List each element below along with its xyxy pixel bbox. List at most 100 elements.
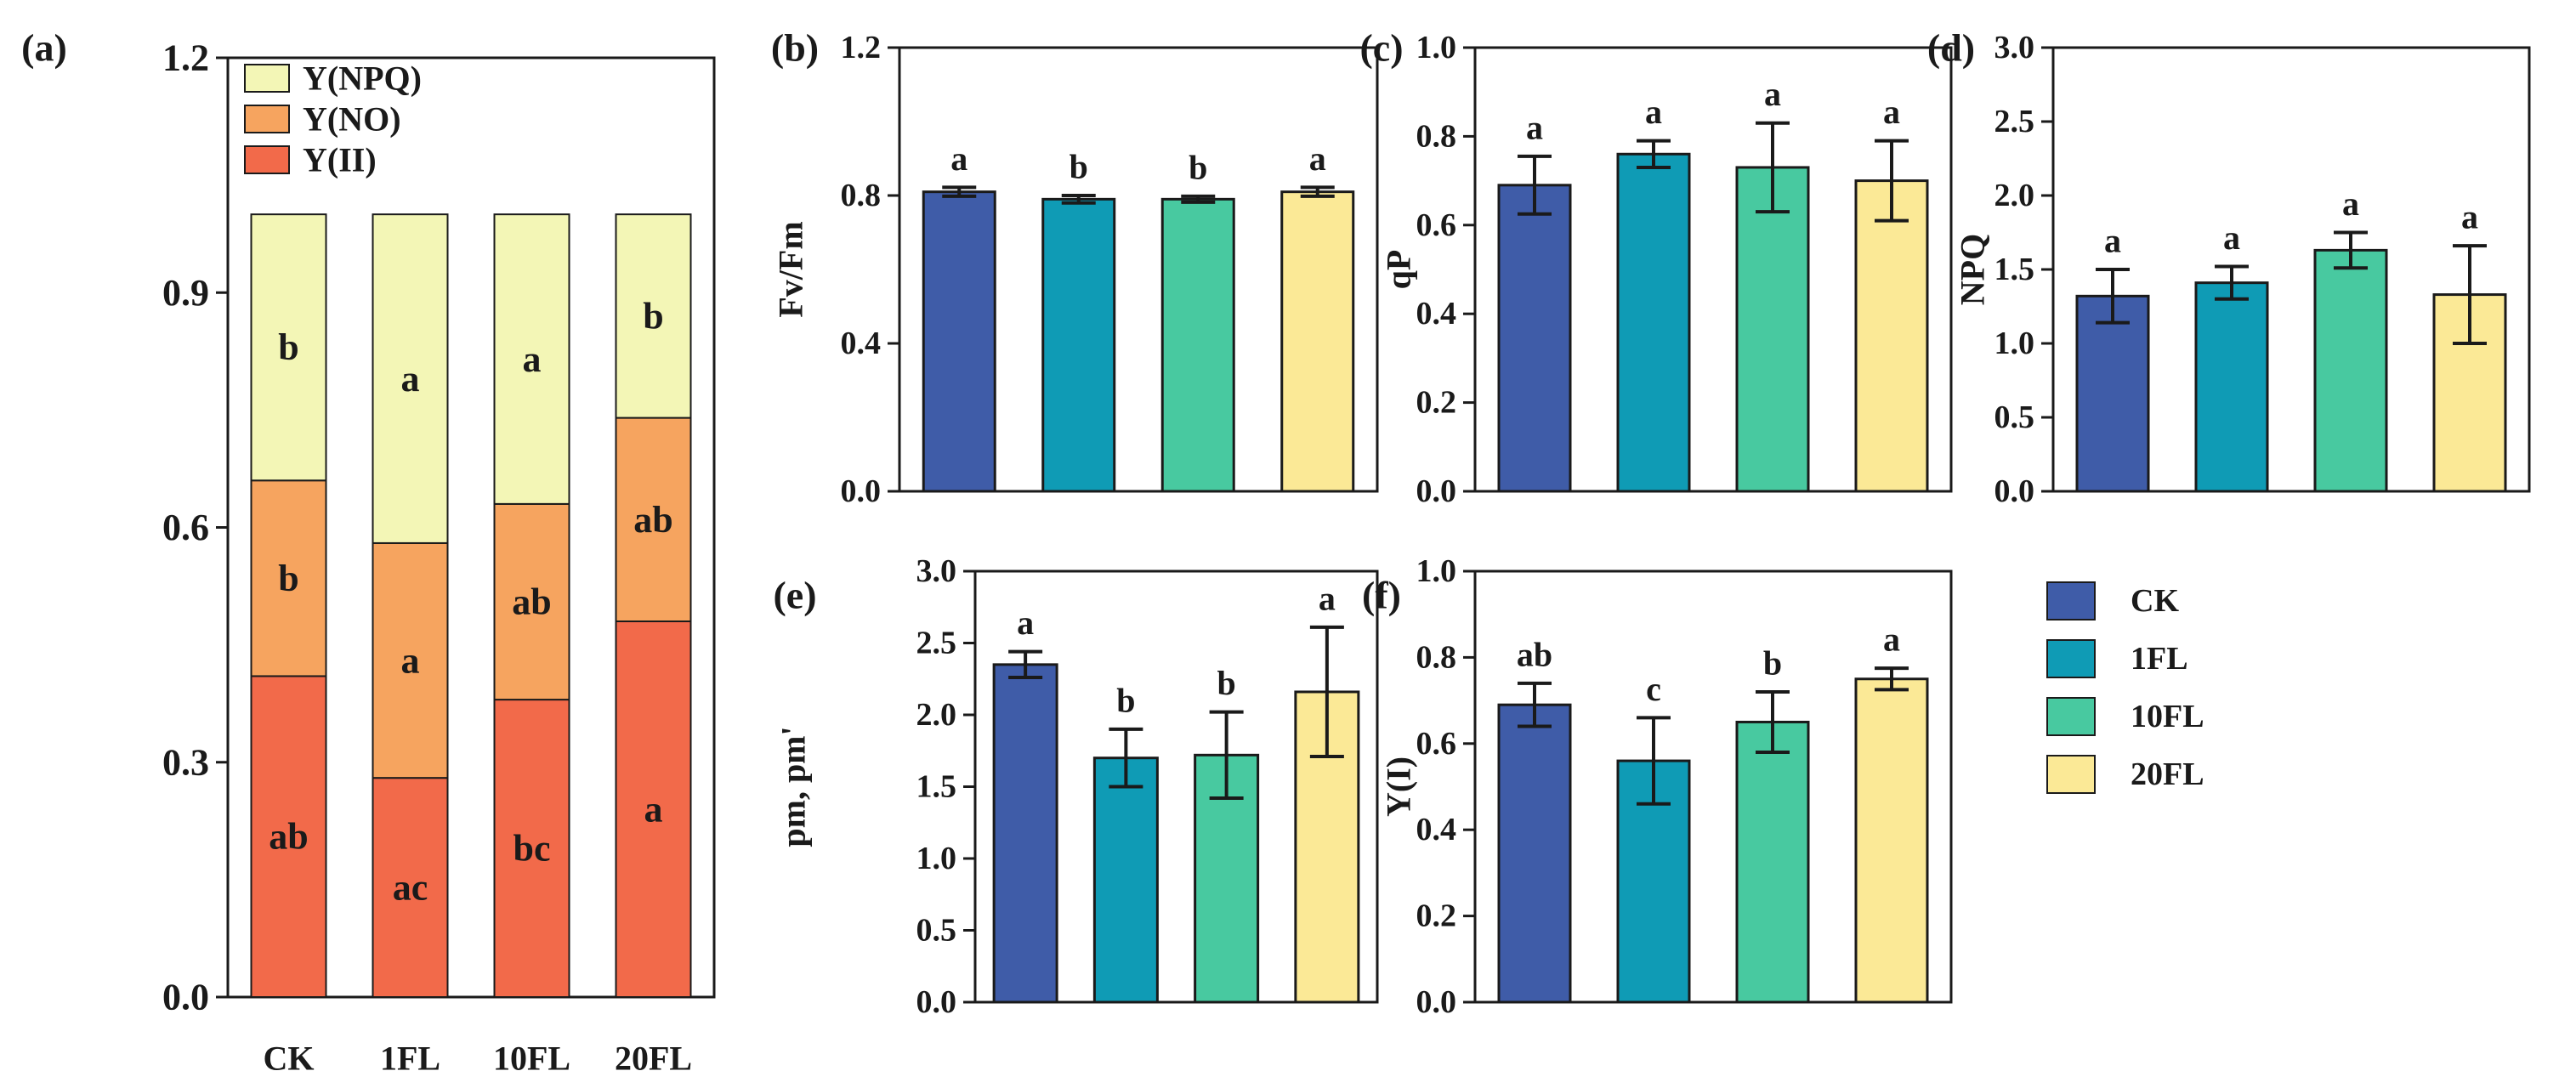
y-tick-label: 0.9 xyxy=(162,272,209,314)
y-axis-label: NPQ xyxy=(1954,234,1992,305)
y-tick-label: 2.0 xyxy=(916,697,957,733)
stacked-bar-segment xyxy=(250,479,327,677)
y-tick-label: 3.0 xyxy=(916,553,957,589)
bar-10FL xyxy=(1735,166,1810,493)
bar-1FL xyxy=(1041,197,1116,493)
y-tick-label: 1.0 xyxy=(1994,326,2035,361)
bar-1FL xyxy=(2194,281,2269,493)
y-tick-label: 0.6 xyxy=(1416,726,1457,762)
y-tick-label: 0.6 xyxy=(162,507,209,548)
x-tick-label: CK xyxy=(264,1040,315,1078)
panel-f: 0.0 0.2 0.4 0.6 0.8 1.0 (f) Y(I) ab c b a xyxy=(1362,553,1953,1020)
stacked-bar-segment xyxy=(615,416,692,623)
significance-letter: ab xyxy=(1517,635,1552,673)
significance-letter: a xyxy=(1883,93,1900,131)
bar-1FL xyxy=(1616,152,1691,493)
panel-label: (b) xyxy=(771,26,819,70)
y-tick-label: 1.0 xyxy=(916,841,957,876)
significance-letter: a xyxy=(401,640,420,682)
significance-letter: a xyxy=(644,789,663,830)
significance-letter: c xyxy=(1646,670,1661,708)
y-tick-label: 0.8 xyxy=(1416,639,1457,675)
y-tick-label: 0.0 xyxy=(162,977,209,1018)
y-tick-label: 1.0 xyxy=(1416,553,1457,589)
y-tick-label: 0.0 xyxy=(1416,984,1457,1020)
y-tick-label: 0.3 xyxy=(162,741,209,783)
plot-frame xyxy=(1473,570,1953,1004)
legend-swatch xyxy=(244,145,290,174)
y-tick-label: 0.0 xyxy=(841,473,882,509)
y-tick-label: 0.8 xyxy=(841,178,882,213)
y-tick-label: 0.2 xyxy=(1416,385,1457,421)
y-axis-label: Fv/Fm xyxy=(772,221,810,317)
significance-letter: a xyxy=(1017,604,1034,642)
stacked-bar-segment xyxy=(372,777,449,999)
y-axis-label: qP xyxy=(1380,250,1418,290)
bar-20FL xyxy=(1854,179,1929,493)
y-tick-label: 0.4 xyxy=(841,326,882,361)
y-tick-label: 1.5 xyxy=(916,769,957,805)
x-tick-label: 20FL xyxy=(615,1040,692,1078)
significance-letter: b xyxy=(1217,664,1236,702)
significance-letter: b xyxy=(278,326,298,368)
legend-swatch xyxy=(2046,639,2096,678)
y-tick-label: 0.8 xyxy=(1416,118,1457,154)
bar-CK xyxy=(1497,184,1572,493)
panel-a: 0.00.30.60.91.2(a)abbbCKacaa1FLbcaba10FL… xyxy=(21,26,716,1078)
significance-letter: b xyxy=(643,295,663,337)
stacked-bar-segment xyxy=(493,699,570,998)
panel-c: 0.0 0.2 0.4 0.6 0.8 1.0 (c) qP a a a a xyxy=(1359,26,1953,509)
y-tick-label: 0.5 xyxy=(916,913,957,949)
stacked-bar-segment xyxy=(615,213,692,419)
bar-CK xyxy=(1497,703,1572,1004)
panel-label: (c) xyxy=(1359,26,1403,70)
legend-label: Y(NPQ) xyxy=(303,60,422,98)
y-tick-label: 0.5 xyxy=(1994,400,2035,435)
significance-letter: b xyxy=(1763,643,1782,682)
stacked-bar-segment xyxy=(372,213,449,544)
significance-letter: bc xyxy=(513,828,551,870)
bar-10FL xyxy=(2313,248,2388,493)
legend-swatch xyxy=(2046,581,2096,620)
y-axis-label: Y(I) xyxy=(1380,756,1418,817)
significance-letter: b xyxy=(278,558,298,599)
bar-1FL xyxy=(1092,756,1159,1004)
panel-label: (a) xyxy=(21,26,67,70)
significance-letter: ab xyxy=(512,581,551,622)
legend-swatch xyxy=(2046,697,2096,736)
y-tick-label: 0.0 xyxy=(1994,473,2035,509)
bar-10FL xyxy=(1160,197,1235,493)
legend-label: Y(II) xyxy=(303,141,377,179)
bar-20FL xyxy=(1854,677,1929,1004)
legend-label: 1FL xyxy=(2131,641,2188,677)
legend-label: Y(NO) xyxy=(303,100,401,139)
significance-letter: ab xyxy=(633,499,672,541)
plot-frame xyxy=(1473,46,1953,493)
significance-letter: b xyxy=(1189,148,1207,186)
plot-frame xyxy=(898,46,1379,493)
panel-b: 0.0 0.4 0.8 1.2 (b) Fv/Fm a b b a xyxy=(771,26,1379,509)
bar-CK xyxy=(2075,294,2150,493)
panel-e: 0.0 0.5 1.0 1.5 2.0 2.5 3.0 (e) pm, pm' a b b a xyxy=(773,553,1379,1020)
y-tick-label: 2.5 xyxy=(1994,104,2035,139)
significance-letter: a xyxy=(1309,139,1326,178)
stacked-bar-segment xyxy=(493,502,570,701)
legend-label: 20FL xyxy=(2131,756,2204,792)
significance-letter: ac xyxy=(393,867,428,909)
bar-CK xyxy=(992,663,1058,1004)
legend-swatch xyxy=(244,64,290,93)
significance-letter: a xyxy=(2104,222,2121,260)
bar-10FL xyxy=(1735,720,1810,1004)
panel-d: 0.0 0.5 1.0 1.5 2.0 2.5 3.0 (d) NPQ a a a a xyxy=(1927,26,2531,509)
bar-20FL xyxy=(1280,190,1355,493)
significance-letter: a xyxy=(523,338,542,380)
bar-CK xyxy=(922,190,996,493)
significance-letter: a xyxy=(1764,75,1781,113)
significance-letter: a xyxy=(1526,108,1543,146)
legend-label: 10FL xyxy=(2131,699,2204,734)
panel-label: (f) xyxy=(1362,574,1401,617)
x-tick-label: 1FL xyxy=(380,1040,440,1078)
y-axis-label: pm, pm' xyxy=(775,726,813,847)
stacked-bar-segment xyxy=(493,213,570,505)
